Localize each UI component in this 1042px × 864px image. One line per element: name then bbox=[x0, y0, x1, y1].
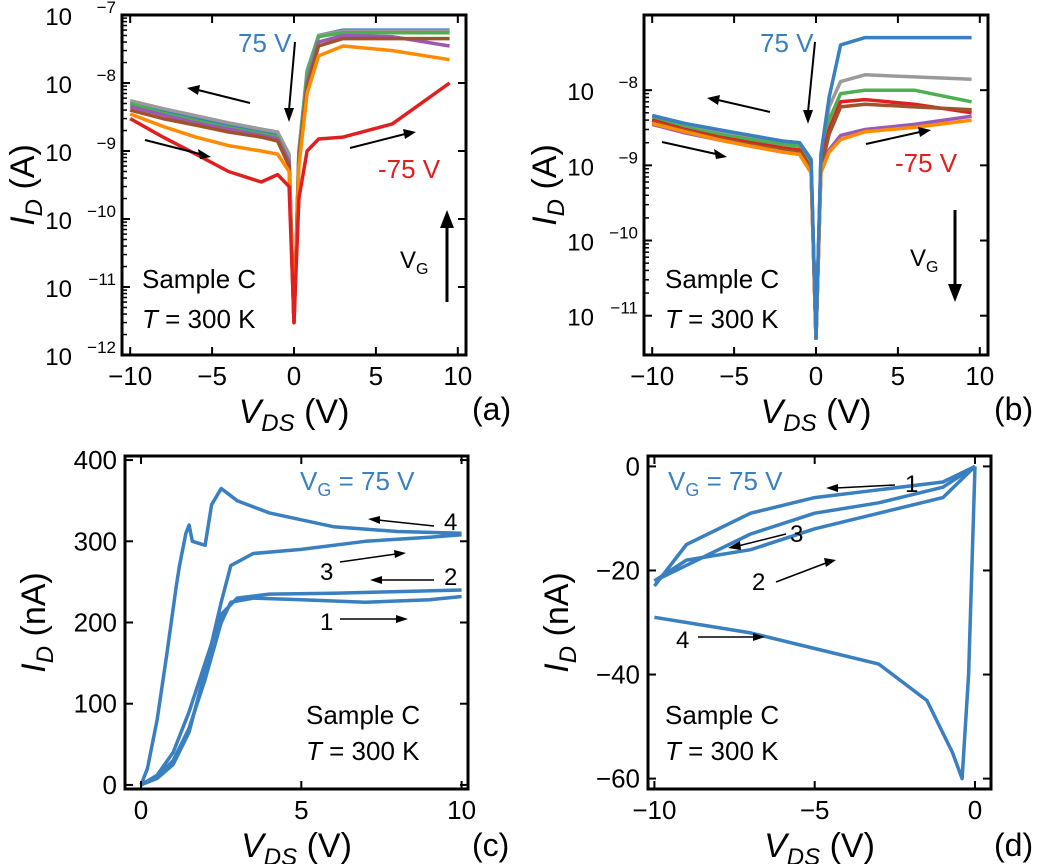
panel-c-xtick-label: 0 bbox=[134, 795, 148, 825]
panel-d-y-axis-label: ID (nA) bbox=[538, 572, 582, 672]
panel-b-vg-low: -75 V bbox=[895, 148, 958, 178]
panel-a-ytick-label: 10 −12 bbox=[45, 338, 116, 371]
panel-b-xtick-label: 10 bbox=[965, 361, 994, 391]
panel-b: −10 −5 0 5 10 10−8 10−9 10−10 10 −11 VDS (V) ID (A)… bbox=[526, 13, 994, 437]
panel-d-series-2 bbox=[653, 465, 977, 583]
panel-a-sweep-arrows bbox=[144, 41, 416, 159]
panel-d-sweep-label-2: 2 bbox=[752, 569, 765, 596]
panel-a-vg-low: -75 V bbox=[378, 154, 441, 184]
panel-d-lines bbox=[653, 464, 977, 781]
panel-d-xtick-label: 0 bbox=[968, 795, 982, 825]
panel-a-temp: T = 300 K bbox=[142, 304, 256, 334]
panel-d-x-axis-label: VDS (V) bbox=[764, 827, 875, 864]
panel-a-xtick-label: −5 bbox=[197, 361, 227, 391]
panel-c-xtick-label: 5 bbox=[294, 795, 308, 825]
panel-c-series-1 bbox=[140, 594, 462, 787]
panel-c-ytick-label: 200 bbox=[74, 608, 117, 638]
panel-b-sample: Sample C bbox=[665, 264, 779, 294]
panel-label-c: (c) bbox=[472, 827, 509, 863]
panel-b-vg-arrow-label: VG bbox=[910, 245, 938, 276]
panel-d-axes: −10 −5 0 0 −20 −40 −60 VDS (V) ID (nA) bbox=[538, 451, 991, 864]
panel-b-ytick-label: 10 −9 bbox=[567, 148, 638, 181]
panel-b-ytick-label: 10 −8 bbox=[567, 73, 638, 106]
panel-label-a: (a) bbox=[472, 391, 511, 427]
panel-d-sweep-label-3: 3 bbox=[790, 521, 803, 548]
panel-d-ytick-label: 0 bbox=[626, 451, 640, 481]
panel-b-xtick-label: 5 bbox=[891, 361, 905, 391]
panel-d-ytick-label: −20 bbox=[596, 555, 640, 585]
panel-c-sample: Sample C bbox=[306, 700, 420, 730]
panel-c-sweep-label-3: 3 bbox=[320, 559, 333, 586]
panel-c-ytick-label: 300 bbox=[74, 526, 117, 556]
panel-a-vg-arrow-label: VG bbox=[400, 247, 428, 278]
panel-b-ytick-label: 10 −10 bbox=[567, 224, 638, 257]
panel-d-vg: VG = 75 V bbox=[668, 466, 783, 500]
panel-d-frame bbox=[646, 454, 993, 791]
panel-a-xtick-label: 10 bbox=[443, 361, 472, 391]
panel-b-axes: −10 −5 0 5 10 10−8 10−9 10−10 10 −11 VDS (V) ID (A) bbox=[526, 15, 994, 437]
panel-d-temp: T = 300 K bbox=[665, 736, 779, 766]
panel-a-ytick-label: 10 −8 bbox=[45, 66, 116, 99]
panel-d-series-1 bbox=[653, 464, 976, 588]
panel-b-x-axis-label: VDS (V) bbox=[761, 393, 872, 437]
panel-c-series-2 bbox=[140, 588, 462, 787]
panel-c-ytick-label: 400 bbox=[74, 445, 117, 475]
panel-b-lines bbox=[651, 35, 972, 341]
panel-c-lines bbox=[139, 486, 462, 787]
panel-b-xtick-label: −10 bbox=[630, 361, 674, 391]
panel-d: −10 −5 0 0 −20 −40 −60 VDS (V) ID (nA) VG = 75 V… bbox=[538, 451, 993, 864]
panel-a-ytick-label: 10 −10 bbox=[45, 202, 116, 235]
panel-a-axes: −10 −5 0 5 10 10−7 10−8 10−9 10−10 10−11 10 −12 VDS … bbox=[4, 0, 472, 437]
panel-d-sweep-arrows bbox=[698, 484, 896, 641]
panel-c-vg: VG = 75 V bbox=[300, 466, 415, 500]
panel-b-xtick-label: −5 bbox=[719, 361, 749, 391]
panel-c-x-axis-label: VDS (V) bbox=[241, 827, 352, 864]
panel-b-vg-high: 75 V bbox=[760, 28, 814, 58]
panel-c-y-axis-label: ID (nA) bbox=[15, 572, 59, 672]
panel-c-sweep-arrows bbox=[339, 516, 435, 623]
panel-d-ytick-label: −40 bbox=[596, 660, 640, 690]
panel-b-sweep-arrows bbox=[661, 41, 931, 159]
panel-c-sweep-label-2: 2 bbox=[444, 564, 457, 591]
panel-a-sample: Sample C bbox=[142, 264, 256, 294]
panel-a: −10 −5 0 5 10 10−7 10−8 10−9 10−10 10−11 10 −12 VDS … bbox=[4, 0, 472, 437]
panel-b-y-axis-label: ID (A) bbox=[526, 144, 570, 226]
panel-d-xtick-label: −5 bbox=[800, 795, 830, 825]
panel-a-ytick-label: 10 −7 bbox=[45, 0, 116, 31]
panel-a-x-axis-label: VDS (V) bbox=[239, 393, 350, 437]
panel-d-sample: Sample C bbox=[665, 700, 779, 730]
panel-a-ytick-label: 10 −9 bbox=[45, 134, 116, 167]
panel-c-sweep-label-4: 4 bbox=[444, 509, 457, 536]
panel-label-b: (b) bbox=[994, 391, 1033, 427]
panel-c-series-3 bbox=[140, 533, 462, 787]
panel-c-ytick-label: 100 bbox=[74, 689, 117, 719]
panel-d-series-3 bbox=[653, 464, 976, 583]
panel-d-sweep-label-1: 1 bbox=[905, 471, 918, 498]
panel-c-sweep-label-1: 1 bbox=[320, 609, 333, 636]
panel-a-vg-arrow bbox=[440, 210, 454, 302]
panel-d-sweep-label-4: 4 bbox=[676, 627, 689, 654]
panel-a-y-axis-label: ID (A) bbox=[4, 144, 48, 226]
panel-b-temp: T = 300 K bbox=[665, 304, 779, 334]
panel-c-xtick-label: 10 bbox=[447, 795, 476, 825]
panel-a-vg-high: 75 V bbox=[238, 28, 292, 58]
panel-b-ytick-label: 10 −11 bbox=[567, 299, 638, 332]
panel-a-xtick-label: 0 bbox=[287, 361, 301, 391]
panel-a-ytick-label: 10 −11 bbox=[45, 270, 116, 303]
panel-c-series-4 bbox=[139, 486, 462, 786]
panel-d-xtick-label: −10 bbox=[632, 795, 676, 825]
panel-c-ytick-label: 0 bbox=[103, 770, 117, 800]
panel-b-vg-arrow bbox=[948, 210, 962, 302]
panel-b-xtick-label: 0 bbox=[809, 361, 823, 391]
panel-b-series-7 bbox=[651, 35, 972, 341]
panel-a-xtick-label: −10 bbox=[108, 361, 152, 391]
panel-c-temp: T = 300 K bbox=[306, 736, 420, 766]
panel-d-series-4 bbox=[654, 466, 977, 781]
panel-d-ytick-label: −60 bbox=[596, 764, 640, 794]
panel-a-xtick-label: 5 bbox=[369, 361, 383, 391]
panel-label-d: (d) bbox=[994, 827, 1033, 863]
